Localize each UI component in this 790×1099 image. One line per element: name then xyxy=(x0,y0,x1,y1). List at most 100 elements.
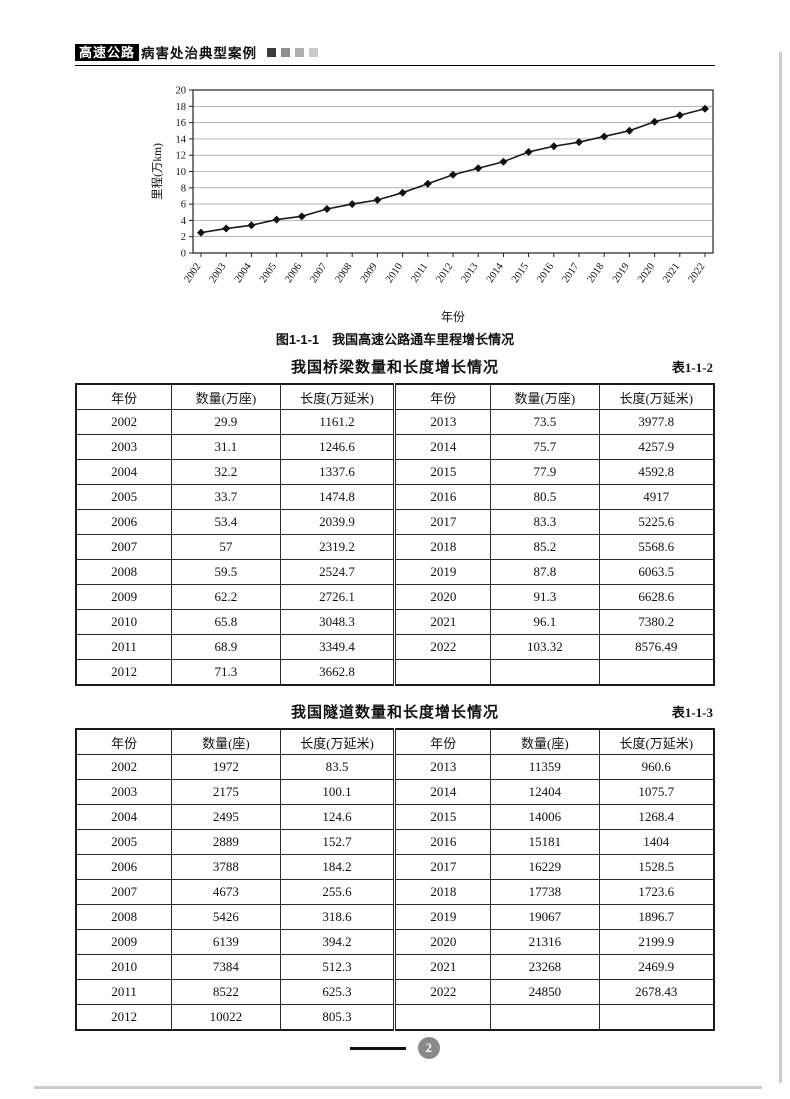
table-row: 2003 2175 100.1 2014 12404 1075.7 xyxy=(75,779,715,805)
svg-text:0: 0 xyxy=(181,249,186,260)
table-cell: 2014 xyxy=(393,779,492,805)
table-cell: 2022 xyxy=(393,634,492,660)
table-cell: 2010 xyxy=(75,954,173,980)
bridge-table: 年份 数量(万座) 长度(万延米) 年份 数量(万座) 长度(万延米) 2002 29.9 11… xyxy=(75,383,715,686)
table-cell: 77.9 xyxy=(490,459,600,485)
table-row: 2009 6139 394.2 2020 21316 2199.9 xyxy=(75,929,715,955)
table-cell: 11359 xyxy=(490,754,600,780)
decor-square-icon xyxy=(295,47,305,57)
decor-square-icon xyxy=(267,47,277,57)
table-cell: 2012 xyxy=(75,659,173,686)
table-row: 2008 5426 318.6 2019 19067 1896.7 xyxy=(75,904,715,930)
column-header: 年份 xyxy=(393,383,492,410)
table-cell: 2889 xyxy=(171,829,281,855)
table-cell: 57 xyxy=(171,534,281,560)
table-cell: 3662.8 xyxy=(279,659,396,686)
table-cell: 75.7 xyxy=(490,434,600,460)
table-cell: 124.6 xyxy=(279,804,396,830)
table-label: 表1-1-2 xyxy=(671,360,713,375)
table-cell xyxy=(598,659,715,686)
svg-text:2020: 2020 xyxy=(636,261,657,285)
table-cell: 7380.2 xyxy=(598,609,715,635)
svg-text:2022: 2022 xyxy=(686,261,707,285)
column-header: 长度(万延米) xyxy=(279,383,396,410)
table-cell: 1528.5 xyxy=(598,854,715,880)
table-cell xyxy=(490,1004,600,1031)
table-cell: 2021 xyxy=(393,954,492,980)
table-cell: 14006 xyxy=(490,804,600,830)
table-cell: 2005 xyxy=(75,829,173,855)
table-cell: 2002 xyxy=(75,754,173,780)
table-cell: 1474.8 xyxy=(279,484,396,510)
table-cell: 24850 xyxy=(490,979,600,1005)
table-cell: 1972 xyxy=(171,754,281,780)
table-row: 2011 68.9 3349.4 2022 103.32 8576.49 xyxy=(75,634,715,660)
table-cell: 2020 xyxy=(393,929,492,955)
table-cell: 23268 xyxy=(490,954,600,980)
chart-area: 0 2 4 6 8 10 12 14 16 18 20 2002 2003 2004 2005 2006 200… xyxy=(147,82,715,327)
table-label: 表1-1-3 xyxy=(671,705,713,720)
table-cell: 71.3 xyxy=(171,659,281,686)
table-row: 2010 65.8 3048.3 2021 96.1 7380.2 xyxy=(75,609,715,635)
table-cell: 2016 xyxy=(393,829,492,855)
table-cell: 17738 xyxy=(490,879,600,905)
svg-text:4: 4 xyxy=(181,216,187,227)
table-cell: 8576.49 xyxy=(598,634,715,660)
table-cell: 2726.1 xyxy=(279,584,396,610)
table-cell: 2015 xyxy=(393,804,492,830)
table-cell: 2199.9 xyxy=(598,929,715,955)
table-cell: 2014 xyxy=(393,434,492,460)
table-row: 2007 57 2319.2 2018 85.2 5568.6 xyxy=(75,534,715,560)
column-header: 年份 xyxy=(75,383,173,410)
table-cell: 3048.3 xyxy=(279,609,396,635)
svg-text:里程(万km): 里程(万km) xyxy=(151,143,164,200)
table-cell: 2495 xyxy=(171,804,281,830)
table-header-row: 年份 数量(座) 长度(万延米) 年份 数量(座) 长度(万延米) xyxy=(75,728,715,755)
table-cell: 2018 xyxy=(393,534,492,560)
table-cell: 2008 xyxy=(75,904,173,930)
table-cell: 318.6 xyxy=(279,904,396,930)
table-cell: 6139 xyxy=(171,929,281,955)
footer-rule xyxy=(350,1046,407,1050)
table-cell xyxy=(393,1004,492,1031)
table-row: 2003 31.1 1246.6 2014 75.7 4257.9 xyxy=(75,434,715,460)
table-row: 2010 7384 512.3 2021 23268 2469.9 xyxy=(75,954,715,980)
table-cell: 2010 xyxy=(75,609,173,635)
table-cell: 85.2 xyxy=(490,534,600,560)
table-cell: 512.3 xyxy=(279,954,396,980)
table-cell: 625.3 xyxy=(279,979,396,1005)
table-title: 我国桥梁数量和长度增长情况 xyxy=(290,359,499,376)
table-cell xyxy=(598,1004,715,1031)
table-cell: 2002 xyxy=(75,409,173,435)
table-row: 2002 1972 83.5 2013 11359 960.6 xyxy=(75,754,715,780)
table-cell: 3788 xyxy=(171,854,281,880)
table-cell: 96.1 xyxy=(490,609,600,635)
table-cell: 2007 xyxy=(75,879,173,905)
svg-text:2002: 2002 xyxy=(182,261,203,285)
table-row: 2008 59.5 2524.7 2019 87.8 6063.5 xyxy=(75,559,715,585)
table-cell: 16229 xyxy=(490,854,600,880)
header-decor xyxy=(267,47,319,57)
svg-text:16: 16 xyxy=(176,118,187,129)
table-cell: 4917 xyxy=(598,484,715,510)
table-cell: 3349.4 xyxy=(279,634,396,660)
svg-text:2009: 2009 xyxy=(359,261,380,285)
table-cell: 2011 xyxy=(75,634,173,660)
column-header: 长度(万延米) xyxy=(598,383,715,410)
column-header: 年份 xyxy=(75,728,173,755)
table-cell: 3977.8 xyxy=(598,409,715,435)
table-cell: 2011 xyxy=(75,979,173,1005)
table-cell: 4673 xyxy=(171,879,281,905)
table-cell: 2319.2 xyxy=(279,534,396,560)
table-cell: 2003 xyxy=(75,779,173,805)
table-cell: 2020 xyxy=(393,584,492,610)
table-cell: 2469.9 xyxy=(598,954,715,980)
column-header: 数量(万座) xyxy=(171,383,281,410)
table-cell: 2021 xyxy=(393,609,492,635)
table-cell: 91.3 xyxy=(490,584,600,610)
table-cell: 6628.6 xyxy=(598,584,715,610)
table-cell: 2017 xyxy=(393,854,492,880)
table-cell: 2009 xyxy=(75,584,173,610)
